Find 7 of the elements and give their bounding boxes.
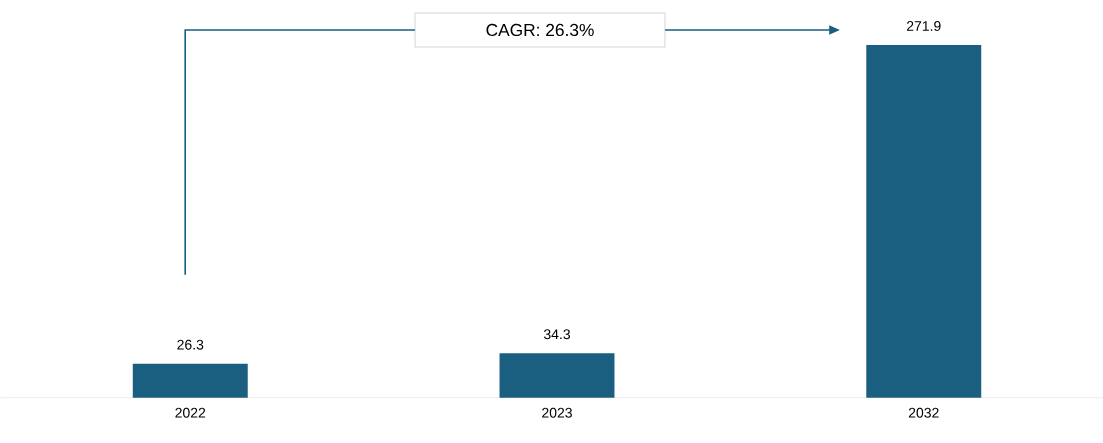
text: CAGR: 26.3% <box>486 23 594 37</box>
x-tick-label: 2023 <box>542 407 572 418</box>
x-tick-label: 2022 <box>175 407 206 418</box>
data-label: 26.3 <box>177 339 204 350</box>
x-tick-label: 2032 <box>908 407 939 418</box>
data-label: 271.9 <box>906 21 941 32</box>
data-label: 34.3 <box>543 329 571 340</box>
